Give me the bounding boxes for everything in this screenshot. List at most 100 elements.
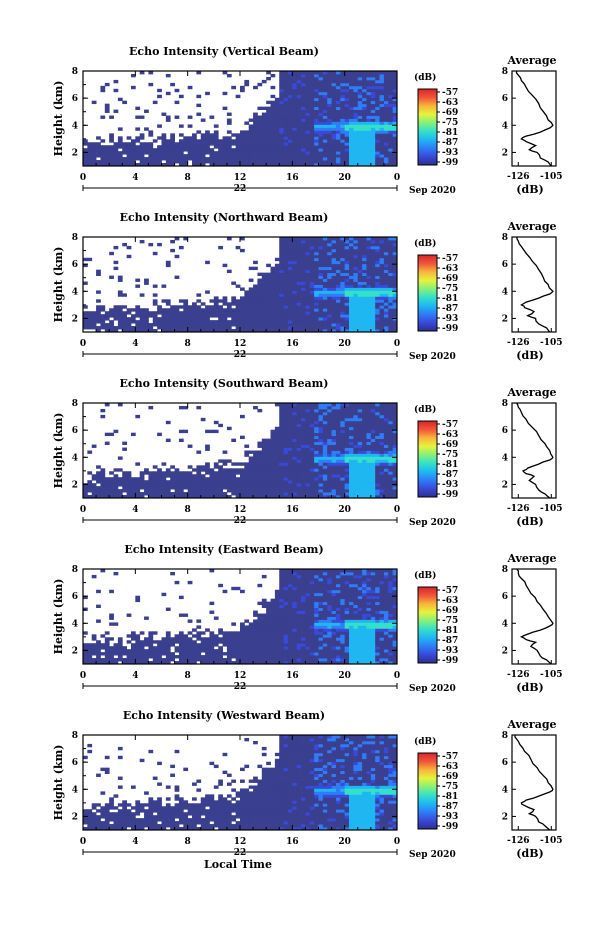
heatmap-cell: [331, 100, 337, 105]
heatmap-cell: [235, 94, 241, 99]
heatmap-cell: [349, 145, 354, 149]
heatmap-cell: [349, 94, 354, 99]
heatmap-cell: [322, 248, 328, 253]
heatmap-cell: [117, 483, 123, 487]
heatmap-cell: [322, 317, 328, 321]
heatmap-cell: [314, 245, 319, 250]
heatmap-cell: [144, 483, 149, 487]
heatmap-cell: [205, 640, 210, 644]
heatmap-cell: [362, 245, 367, 250]
heatmap-cell: [388, 254, 394, 259]
heatmap-cell: [392, 314, 398, 318]
heatmap-cell: [388, 237, 394, 241]
heatmap-cell: [305, 145, 311, 149]
heatmap-cell: [357, 269, 363, 274]
heatmap-cell: [370, 136, 376, 140]
heatmap-cell: [96, 495, 101, 499]
heatmap-cell: [357, 142, 363, 146]
heatmap-cell: [327, 139, 332, 143]
heatmap-cell: [344, 477, 350, 481]
heatmap-cell: [113, 474, 119, 478]
heatmap-cell: [388, 489, 394, 493]
heatmap-cell: [331, 245, 337, 250]
heatmap-cell: [187, 314, 193, 318]
x-tick-label: 12: [234, 339, 247, 349]
heatmap-cell: [213, 492, 219, 496]
heatmap-cell: [322, 471, 328, 475]
heatmap-cell: [370, 423, 376, 428]
heatmap-cell: [257, 453, 263, 457]
heatmap-cell: [392, 432, 398, 437]
heatmap-cell: [344, 239, 350, 244]
heatmap-cell: [296, 468, 302, 472]
heatmap-cell: [130, 637, 136, 641]
heatmap-cell: [248, 483, 254, 487]
heatmap-cell: [183, 486, 189, 490]
heatmap-cell: [222, 323, 228, 327]
heatmap-cell: [327, 471, 332, 475]
heatmap-cell: [314, 145, 319, 149]
heatmap-cell: [383, 477, 389, 481]
heatmap-cell: [283, 447, 289, 451]
heatmap-cell: [279, 106, 285, 110]
heatmap-cell: [283, 127, 289, 131]
heatmap-cell: [287, 405, 293, 410]
heatmap-cell: [279, 151, 285, 155]
heatmap-cell: [296, 237, 302, 241]
heatmap-cell: [170, 652, 175, 656]
heatmap-cell: [349, 299, 354, 303]
heatmap-cell: [370, 251, 376, 256]
heatmap-cell: [309, 151, 315, 155]
heatmap-cell: [349, 272, 354, 276]
heatmap-cell: [366, 414, 372, 419]
heatmap-cell: [152, 646, 158, 650]
heatmap-cell: [340, 495, 346, 499]
heatmap-cell: [253, 124, 258, 128]
heatmap-cell: [366, 420, 372, 425]
heatmap-cell: [274, 272, 280, 276]
heatmap-cell: [379, 468, 385, 472]
heatmap-cell: [126, 658, 132, 662]
heatmap-cell: [357, 465, 363, 469]
heatmap-cell: [327, 112, 332, 116]
heatmap-cell: [174, 311, 180, 315]
heatmap-cell: [148, 326, 154, 330]
heatmap-cell: [305, 459, 311, 463]
heatmap-cell: [83, 643, 88, 647]
heatmap-cell: [279, 157, 285, 161]
heatmap-field: [83, 403, 398, 499]
heatmap-cell: [261, 311, 267, 315]
heatmap-cell: [117, 136, 123, 140]
heatmap-cell: [257, 299, 263, 303]
heatmap-cell: [261, 477, 267, 481]
heatmap-cell: [327, 438, 332, 442]
heatmap-cell: [327, 423, 332, 428]
heatmap-cell: [309, 441, 315, 445]
heatmap-cell: [170, 139, 175, 143]
heatmap-cell: [279, 329, 285, 333]
heatmap-cell: [314, 160, 319, 164]
heatmap-cell: [213, 136, 219, 140]
heatmap-cell: [353, 275, 359, 279]
heatmap-cell: [126, 495, 132, 499]
heatmap-cell: [305, 465, 311, 469]
heatmap-cell: [96, 299, 101, 303]
heatmap-cell: [362, 459, 367, 463]
heatmap-cell: [161, 652, 167, 656]
heatmap-cell: [309, 139, 315, 143]
heatmap-cell: [226, 495, 232, 499]
heatmap-cell: [113, 266, 119, 271]
heatmap-cell: [213, 634, 219, 638]
heatmap-cell: [322, 486, 328, 490]
heatmap-cell: [205, 652, 210, 656]
heatmap-cell: [244, 151, 250, 155]
heatmap-cell: [379, 263, 385, 268]
heatmap-cell: [270, 314, 276, 318]
heatmap-cell: [244, 323, 250, 327]
heatmap-cell: [305, 323, 311, 327]
heatmap-cell: [157, 151, 162, 155]
heatmap-cell: [335, 266, 341, 271]
heatmap-cell: [322, 82, 328, 87]
heatmap-cell: [309, 112, 315, 116]
heatmap-cell: [362, 408, 367, 413]
